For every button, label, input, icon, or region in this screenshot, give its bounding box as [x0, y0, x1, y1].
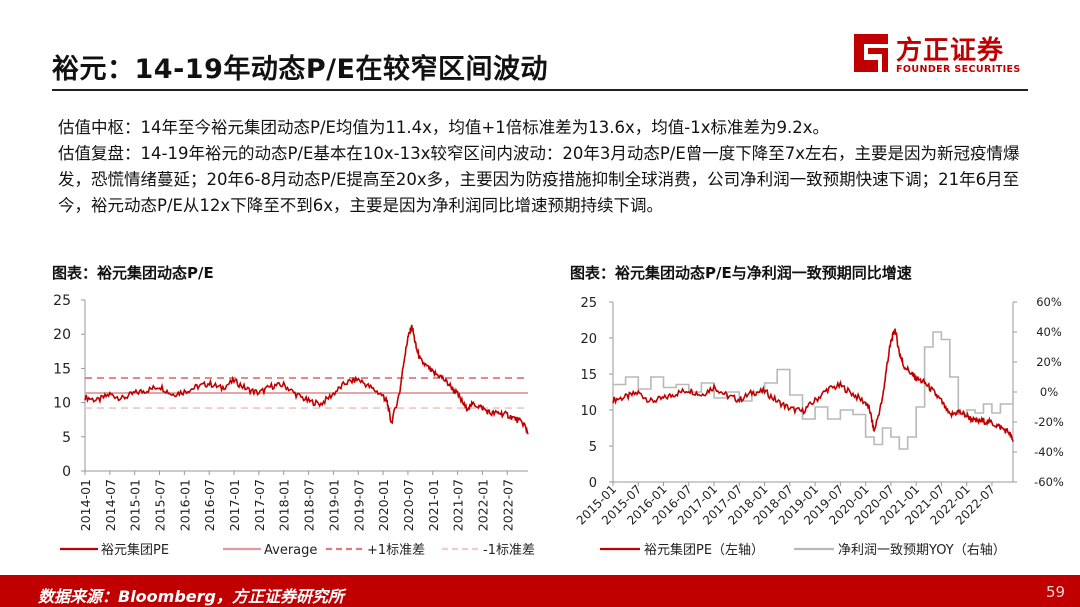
- valuation-center-paragraph: 估值中枢：14年至今裕元集团动态P/E均值为11.4x，均值+1倍标准差为13.…: [58, 118, 829, 137]
- page-number: 59: [1046, 583, 1066, 601]
- right-left-tick-label: 10: [580, 404, 597, 419]
- left-x-tick-label: 2020-01: [376, 479, 391, 531]
- title-divider: [52, 89, 1028, 91]
- right-right-tick-label: 40%: [1036, 325, 1062, 339]
- left-y-tick-label: 20: [53, 327, 71, 343]
- footer-bar: [0, 575, 1080, 607]
- right-right-tick-label: 60%: [1036, 295, 1062, 309]
- right-left-tick-label: 15: [580, 368, 597, 383]
- right-left-tick-label: 0: [589, 476, 597, 491]
- left-y-tick-label: 0: [62, 464, 71, 480]
- right-left-tick-label: 5: [589, 440, 597, 455]
- right-right-tick-label: -20%: [1034, 415, 1064, 429]
- left-pe-chart: 0 5 10 15 20 25 2014-01 2014-07 2015-01 2015-07 20…: [53, 293, 535, 558]
- right-chart-title: 图表：裕元集团动态P/E与净利润一致预期同比增速: [570, 264, 912, 282]
- right-yoy-series-line: [613, 331, 1014, 450]
- slide-title: 裕元：14-19年动态P/E在较窄区间波动: [52, 54, 548, 85]
- left-x-tick-label: 2022-01: [475, 479, 490, 531]
- left-x-tick-label: 2018-01: [277, 479, 292, 531]
- left-y-tick-label: 15: [53, 361, 71, 377]
- logo-name-cn: 方正证券: [896, 36, 1005, 66]
- right-pe-yoy-chart: 0510152025-60%-40%-20%0%20%40%60%2015-01…: [574, 295, 1064, 558]
- body-text: 估值中枢：14年至今裕元集团动态P/E均值为11.4x，均值+1倍标准差为13.…: [58, 115, 1030, 219]
- left-x-tick-label: 2021-01: [426, 479, 441, 531]
- right-right-tick-label: 20%: [1036, 355, 1062, 369]
- left-pe-series-line: [84, 324, 529, 435]
- right-right-tick-label: -60%: [1034, 475, 1064, 489]
- left-y-tick-label: 25: [53, 293, 71, 309]
- left-x-tick-label: 2015-01: [128, 479, 143, 531]
- data-source: 数据来源：Bloomberg，方正证券研究所: [38, 587, 344, 606]
- left-legend-label: Average: [264, 543, 317, 558]
- left-x-tick-label: 2014-01: [78, 479, 93, 531]
- left-y-tick-label: 10: [53, 396, 71, 412]
- left-x-tick-label: 2014-07: [103, 479, 118, 531]
- right-legend-label: 净利润一致预期YOY（右轴）: [838, 543, 1006, 558]
- right-right-tick-label: 0%: [1040, 385, 1058, 399]
- left-x-tick-label: 2019-07: [351, 479, 366, 531]
- left-x-tick-label: 2018-07: [302, 479, 317, 531]
- left-x-tick-label: 2016-07: [202, 479, 217, 531]
- logo-mark-icon: [854, 34, 888, 72]
- right-pe-series-line: [612, 328, 1014, 442]
- left-legend-label: +1标准差: [367, 543, 425, 558]
- left-legend-label: -1标准差: [483, 543, 535, 558]
- left-x-tick-label: 2020-07: [401, 479, 416, 531]
- left-x-tick-label: 2016-01: [177, 479, 192, 531]
- left-x-tick-label: 2019-01: [326, 479, 341, 531]
- company-logo: 方正证券 FOUNDER SECURITIES: [850, 30, 1030, 78]
- logo-name-en: FOUNDER SECURITIES: [896, 64, 1021, 75]
- right-left-tick-label: 25: [580, 296, 597, 311]
- right-legend-label: 裕元集团PE（左轴）: [644, 542, 764, 558]
- left-x-tick-label: 2022-07: [500, 479, 515, 531]
- left-chart-title: 图表：裕元集团动态P/E: [52, 264, 214, 282]
- left-legend-label: 裕元集团PE: [101, 542, 169, 558]
- left-x-tick-label: 2015-07: [153, 479, 168, 531]
- left-y-tick-label: 5: [62, 430, 71, 446]
- right-left-tick-label: 20: [580, 332, 597, 347]
- left-x-tick-label: 2021-07: [451, 479, 466, 531]
- left-x-tick-label: 2017-07: [252, 479, 267, 531]
- left-x-tick-label: 2017-01: [227, 479, 242, 531]
- valuation-review-paragraph: 估值复盘：14-19年裕元的动态P/E基本在10x-13x较窄区间内波动：20年…: [58, 144, 1020, 215]
- right-right-tick-label: -40%: [1034, 445, 1064, 459]
